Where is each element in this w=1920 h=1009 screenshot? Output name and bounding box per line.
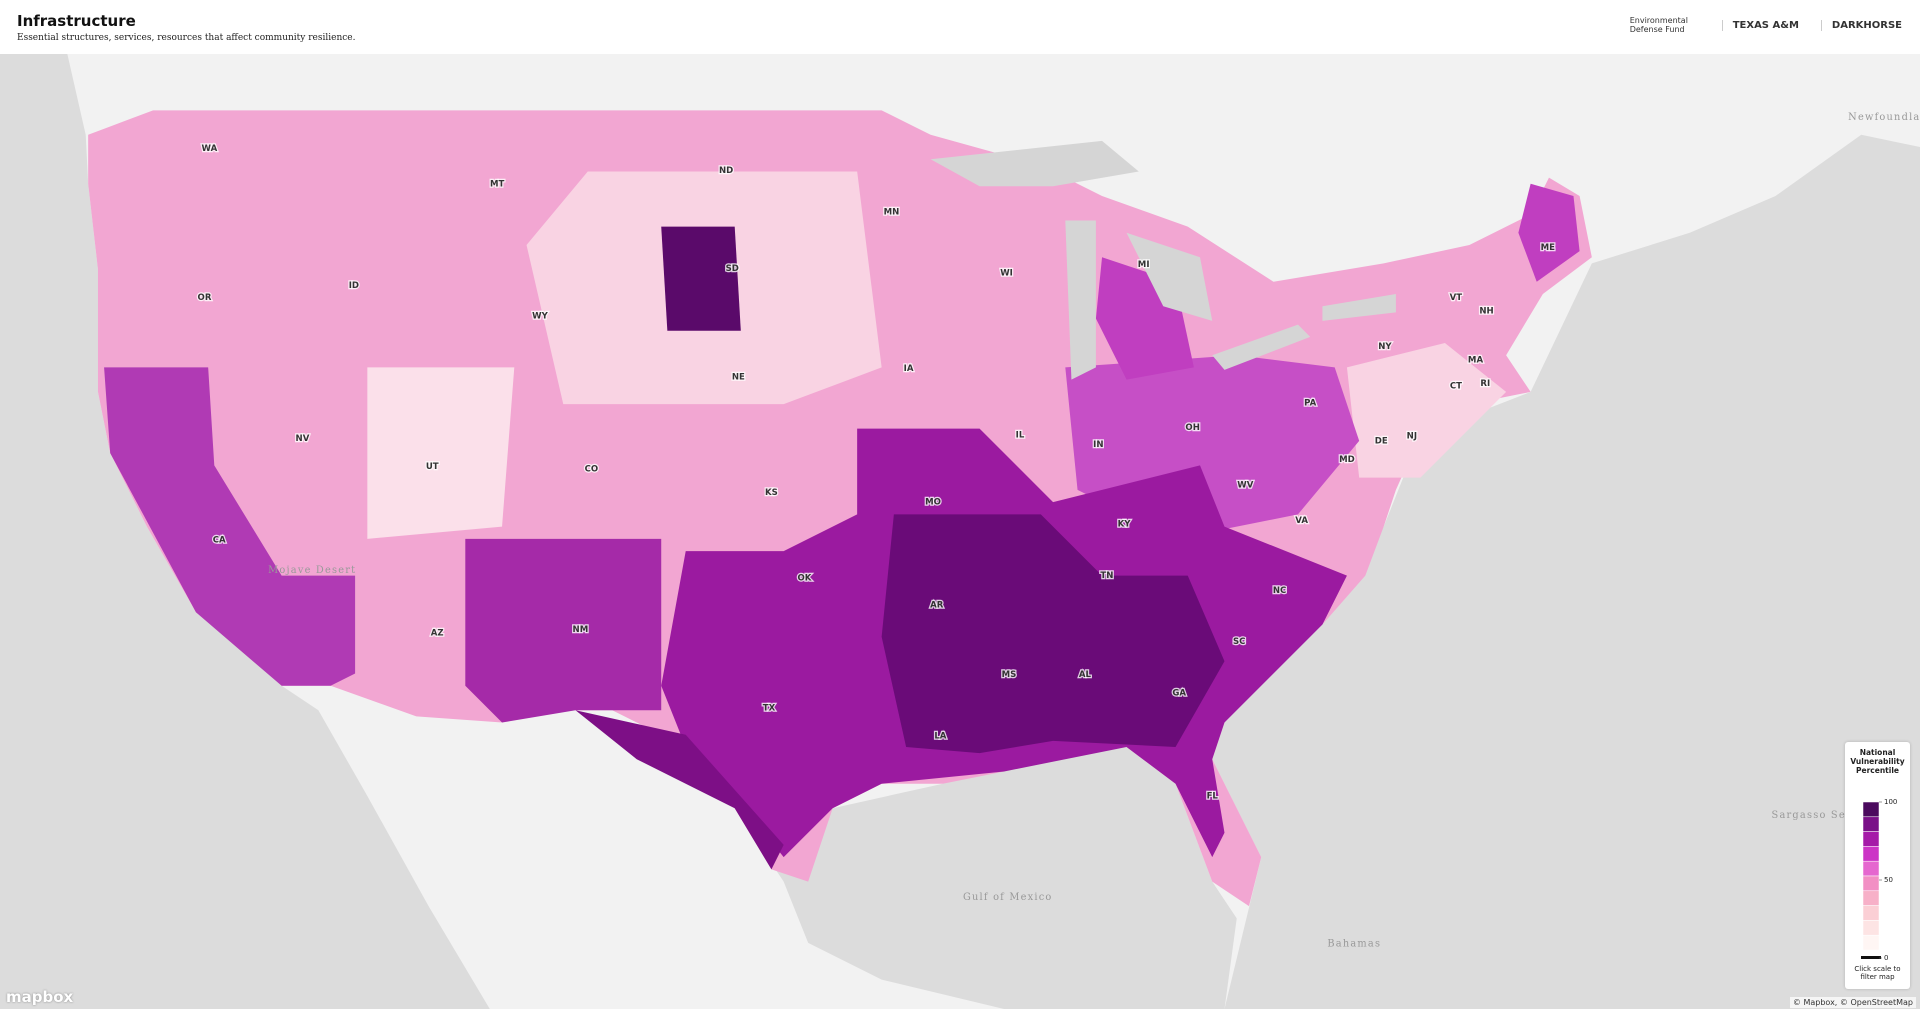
state-label: NV xyxy=(296,434,310,444)
state-label: NC xyxy=(1273,586,1286,596)
place-label: Gulf of Mexico xyxy=(963,892,1053,903)
state-label: TN xyxy=(1100,571,1113,581)
region-high xyxy=(465,538,662,723)
state-label: IN xyxy=(1093,440,1103,450)
state-label: MS xyxy=(1002,670,1017,680)
state-label: MN xyxy=(884,207,900,217)
state-label: OK xyxy=(798,574,812,584)
state-label: FL xyxy=(1207,791,1219,801)
lake xyxy=(930,140,1139,187)
state-label: NY xyxy=(1378,342,1392,352)
state-label: CA xyxy=(213,536,226,546)
state-label: SD xyxy=(726,264,739,274)
state-label: VT xyxy=(1450,293,1463,303)
region-highest xyxy=(575,710,784,870)
region-low xyxy=(1346,342,1507,478)
state-label: ME xyxy=(1541,243,1556,253)
legend-bin[interactable] xyxy=(1862,801,1880,818)
legend-bin[interactable] xyxy=(1862,846,1880,862)
attribution[interactable]: © Mapbox, © OpenStreetMap xyxy=(1789,997,1916,1008)
legend-bin[interactable] xyxy=(1862,934,1880,951)
legend-scale[interactable]: 100 50 0 xyxy=(1845,782,1910,962)
legend-bin[interactable] xyxy=(1862,890,1880,906)
state-label: GA xyxy=(1172,689,1186,699)
legend-tick-label: 100 xyxy=(1884,798,1897,806)
state-label: SC xyxy=(1233,637,1245,647)
state-label: NH xyxy=(1479,307,1493,317)
state-label: IL xyxy=(1016,430,1025,440)
state-label: MO xyxy=(925,498,941,508)
state-label: TX xyxy=(763,703,776,713)
state-label: NE xyxy=(732,373,745,383)
legend-title: National Vulnerability Percentile xyxy=(1850,748,1905,775)
state-label: MT xyxy=(490,179,505,189)
legend[interactable]: National Vulnerability Percentile 100 50 0… xyxy=(1845,742,1910,989)
region-highest xyxy=(881,514,1225,754)
legend-bin[interactable] xyxy=(1862,860,1880,877)
state-label: AL xyxy=(1079,670,1092,680)
state-label: WA xyxy=(202,144,218,154)
legend-bin[interactable] xyxy=(1862,816,1880,832)
state-label: PA xyxy=(1304,398,1316,408)
lake xyxy=(1322,293,1396,321)
logo[interactable]: DARKHORSE xyxy=(1820,19,1902,31)
lake xyxy=(1212,324,1311,370)
state-label: CO xyxy=(585,465,599,475)
state-label: WY xyxy=(532,312,548,322)
header: Infrastructure Essential structures, ser… xyxy=(0,0,1920,54)
state-label: VA xyxy=(1295,516,1308,526)
legend-bin[interactable] xyxy=(1862,905,1880,921)
lake xyxy=(1065,220,1096,380)
legend-zero-bar[interactable] xyxy=(1861,956,1881,959)
state-label: LA xyxy=(934,731,946,741)
legend-bin[interactable] xyxy=(1862,831,1880,847)
place-label: Sargasso Sea xyxy=(1772,810,1853,821)
state-label: MI xyxy=(1138,260,1150,270)
state-label: WV xyxy=(1237,480,1253,490)
labels: WA MT ND MN OR ID WY SD WI MI ME VT NH NY MA CT RI IA NE PA… xyxy=(196,112,1920,950)
state-label: WI xyxy=(1000,269,1013,279)
state-label: NM xyxy=(573,625,589,635)
state-label: AR xyxy=(930,600,944,610)
region-highest xyxy=(661,226,741,331)
legend-bin[interactable] xyxy=(1862,875,1880,892)
state-label: DE xyxy=(1375,436,1388,446)
atlantic-ocean xyxy=(1212,134,1920,1009)
state-label: AZ xyxy=(431,629,444,639)
logo[interactable]: Environmental Defense Fund xyxy=(1629,16,1688,34)
state-label: OR xyxy=(198,293,212,303)
title: Infrastructure xyxy=(17,12,136,30)
state-label: KS xyxy=(765,488,778,498)
state-label: KY xyxy=(1118,520,1132,530)
region-low xyxy=(367,367,515,539)
state-label: ID xyxy=(349,281,359,291)
state-label: CT xyxy=(1450,381,1462,391)
state-label: ND xyxy=(719,166,733,176)
subtitle: Essential structures, services, resource… xyxy=(17,33,356,43)
place-label: Bahamas xyxy=(1327,939,1381,950)
state-label: IA xyxy=(904,364,914,374)
legend-bin[interactable] xyxy=(1862,920,1880,936)
state-label: NJ xyxy=(1407,432,1417,442)
logos: Environmental Defense Fund TEXAS A&M DAR… xyxy=(1620,16,1902,34)
state-label: MD xyxy=(1339,455,1355,465)
region-high xyxy=(1518,183,1580,282)
logo[interactable]: TEXAS A&M xyxy=(1721,19,1799,31)
region-high xyxy=(104,367,356,686)
mapbox-logo[interactable]: mapbox xyxy=(6,988,74,1006)
legend-hint: Click scale to filter map xyxy=(1854,965,1901,981)
pacific-ocean xyxy=(0,54,490,1009)
legend-tick-label: 0 xyxy=(1884,954,1888,962)
place-label: Newfoundland xyxy=(1848,112,1920,123)
state-label: OH xyxy=(1185,423,1199,433)
lake xyxy=(1126,232,1213,321)
place-label: Mojave Desert xyxy=(268,565,356,576)
state-label: RI xyxy=(1480,379,1490,389)
state-label: UT xyxy=(426,462,439,472)
legend-tick-label: 50 xyxy=(1884,876,1893,884)
map[interactable]: WA MT ND MN OR ID WY SD WI MI ME VT NH NY MA CT RI IA NE PA… xyxy=(0,54,1920,1009)
state-label: MA xyxy=(1468,356,1484,366)
